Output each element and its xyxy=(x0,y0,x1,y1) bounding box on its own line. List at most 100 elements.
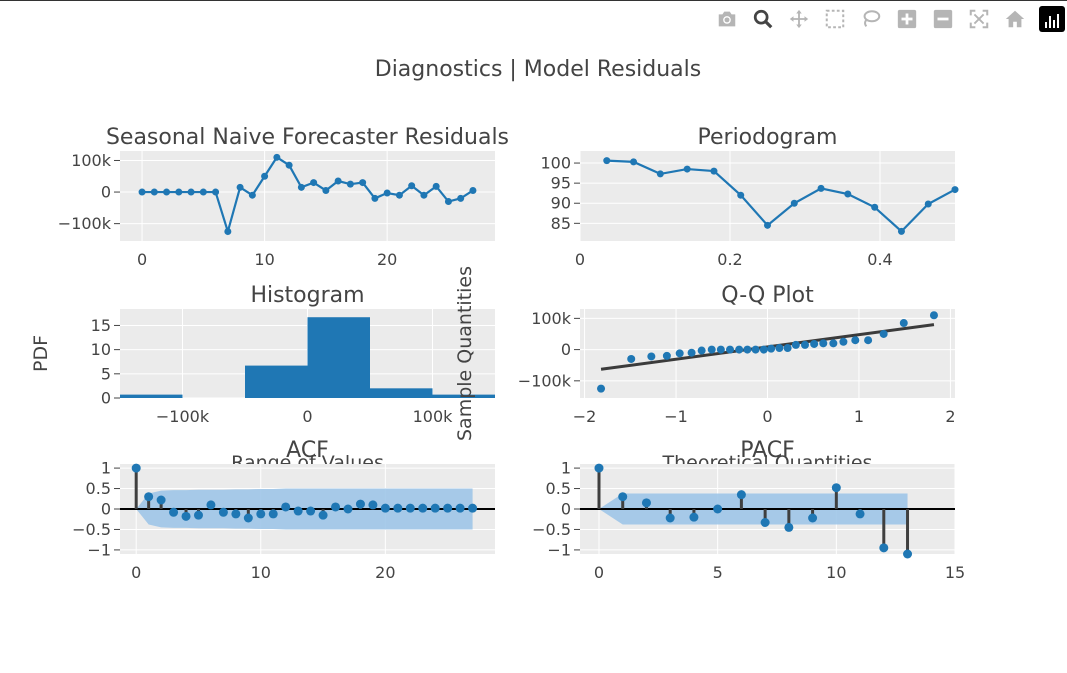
zoom-out-button[interactable] xyxy=(925,6,961,32)
x-tick-label: 2 xyxy=(945,407,955,426)
y-tick-label: 100 xyxy=(540,154,571,173)
qq-point xyxy=(627,354,636,363)
pan-icon xyxy=(789,9,809,29)
stem-marker xyxy=(618,492,628,502)
stem-marker xyxy=(443,503,453,513)
stem-marker xyxy=(169,507,179,517)
stem-marker xyxy=(689,512,699,522)
residual-point xyxy=(444,198,452,206)
autoscale-button[interactable] xyxy=(961,6,997,32)
y-tick-label: −100k xyxy=(518,371,572,390)
home-icon xyxy=(1005,10,1025,28)
residuals-line xyxy=(142,155,474,236)
histogram-bar xyxy=(307,317,370,398)
lasso-icon xyxy=(863,10,881,28)
figure-title: Diagnostics | Model Residuals xyxy=(375,57,701,82)
qq-point xyxy=(851,336,860,345)
qq-point xyxy=(743,345,752,354)
qq-point xyxy=(864,336,873,345)
residual-point xyxy=(163,188,171,196)
periodogram-line xyxy=(606,159,956,233)
stem-marker xyxy=(268,509,278,519)
window-top-border xyxy=(0,0,1067,1)
stem-marker xyxy=(355,499,365,509)
stem-marker xyxy=(430,503,440,513)
periodogram-point xyxy=(603,157,611,165)
x-tick-label: 10 xyxy=(254,250,274,269)
y-axis-title: PDF xyxy=(30,335,52,372)
reset-axes-button[interactable] xyxy=(997,6,1033,32)
autoscale-icon xyxy=(969,9,989,29)
stem-marker xyxy=(380,503,390,513)
stem-marker xyxy=(206,500,216,510)
zoom-out-icon xyxy=(933,9,953,29)
plotly-logo-icon[interactable] xyxy=(1039,6,1065,32)
zoom-in-icon xyxy=(897,9,917,29)
stem-marker xyxy=(368,500,378,510)
y-tick-label: −0.5 xyxy=(72,520,111,539)
stem-marker xyxy=(343,504,353,514)
y-tick-label: 100k xyxy=(71,151,112,170)
stem-marker xyxy=(455,503,465,513)
stem-marker xyxy=(131,463,141,473)
residual-point xyxy=(236,183,244,191)
stem-marker xyxy=(193,510,203,520)
residual-point xyxy=(261,172,269,180)
subplot-title: Q-Q Plot xyxy=(721,283,814,308)
y-tick-label: 95 xyxy=(551,174,571,193)
qq-point xyxy=(697,346,706,355)
stem-marker xyxy=(855,509,865,519)
y-tick-label: 85 xyxy=(551,214,571,233)
y-tick-label: −100k xyxy=(58,214,112,233)
qq-point xyxy=(597,384,606,393)
pan-button[interactable] xyxy=(781,6,817,32)
stem-marker xyxy=(281,502,291,512)
stem-marker xyxy=(318,510,328,520)
lasso-select-button[interactable] xyxy=(853,6,889,32)
x-tick-label: 0 xyxy=(137,250,147,269)
residual-point xyxy=(395,191,403,199)
residual-point xyxy=(138,188,146,196)
stem-marker xyxy=(784,522,794,532)
residual-point xyxy=(420,191,428,199)
residual-point xyxy=(359,179,367,187)
residual-point xyxy=(175,188,183,196)
qq-point xyxy=(687,348,696,357)
residual-point xyxy=(432,182,440,190)
qq-reference-line xyxy=(600,323,935,371)
x-tick-label: 20 xyxy=(375,563,395,582)
periodogram-point xyxy=(817,184,825,192)
residual-point xyxy=(469,186,477,194)
histogram-bar xyxy=(245,365,308,398)
qq-point xyxy=(783,344,792,353)
periodogram-point xyxy=(737,191,745,199)
x-tick-label: 0 xyxy=(131,563,141,582)
histogram-bar xyxy=(120,394,183,398)
x-tick-label: −2 xyxy=(573,407,597,426)
qq-point xyxy=(819,339,828,348)
stem-marker xyxy=(405,503,415,513)
subplot-3: −2 −1 0 1 2 −100k 0 100k Q-Q Plot Sample Quantiti… xyxy=(454,266,956,474)
y-tick-label: 15 xyxy=(91,316,111,335)
residual-point xyxy=(310,179,318,187)
y-tick-label: 0 xyxy=(101,183,111,202)
qq-point xyxy=(707,345,716,354)
download-png-button[interactable] xyxy=(709,6,745,32)
x-tick-label: 20 xyxy=(377,250,397,269)
stem-marker xyxy=(144,492,154,502)
y-tick-label: 1 xyxy=(561,459,571,478)
zoom-icon xyxy=(753,9,773,29)
x-tick-label: 1 xyxy=(854,407,864,426)
zoom-button[interactable] xyxy=(745,6,781,32)
stem-marker xyxy=(181,511,191,521)
qq-point xyxy=(767,344,776,353)
qq-point xyxy=(675,349,684,358)
x-tick-label: −1 xyxy=(664,407,688,426)
y-tick-label: 0 xyxy=(561,340,571,359)
zoom-in-button[interactable] xyxy=(889,6,925,32)
box-select-button[interactable] xyxy=(817,6,853,32)
